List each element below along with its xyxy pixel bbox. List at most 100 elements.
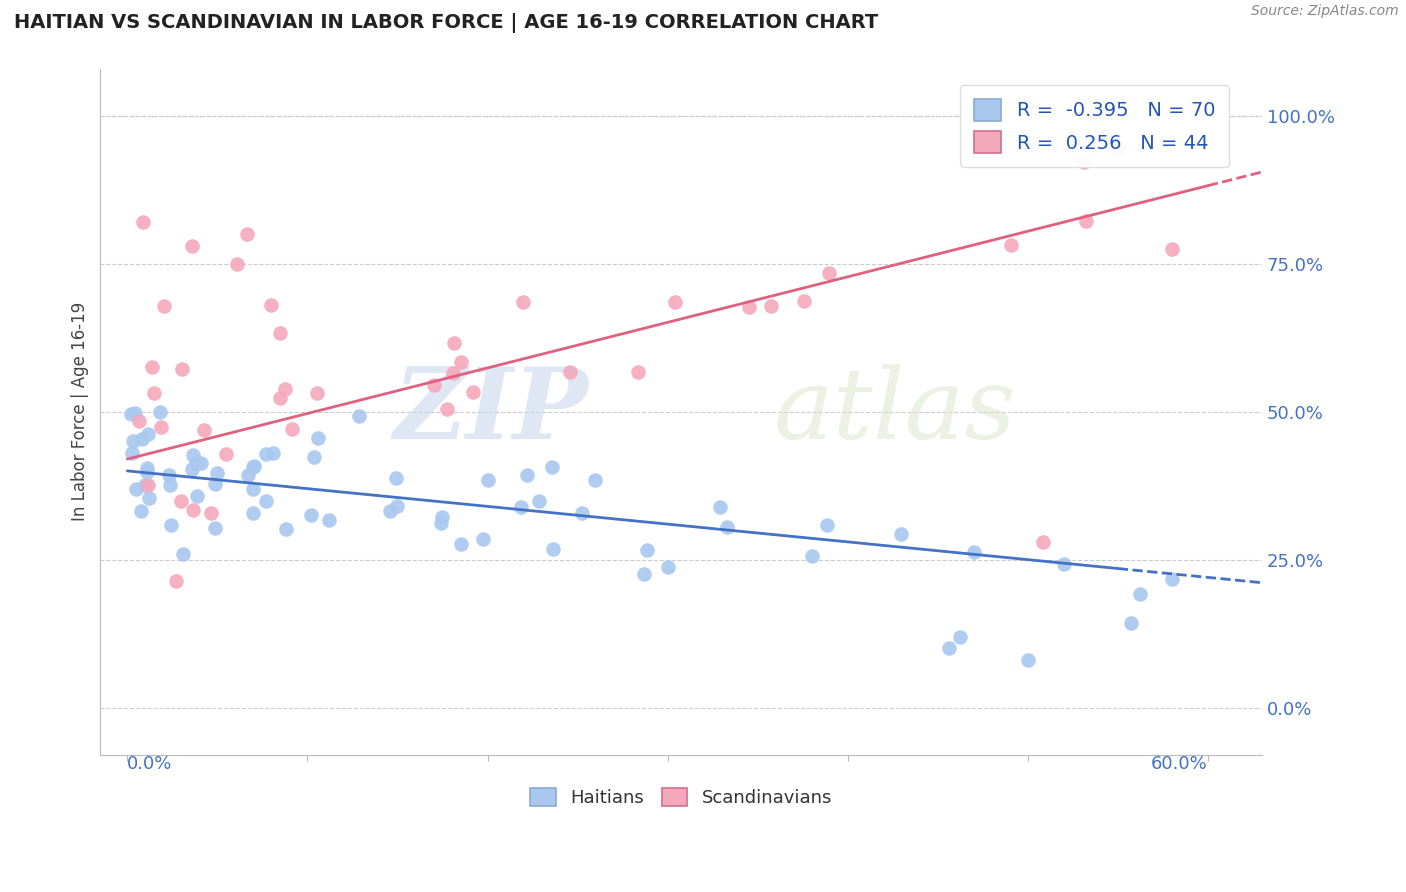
Point: [430, 509, 453, 524]
Point: [138, 491, 160, 505]
Point: [181, 462, 204, 476]
Point: [541, 541, 564, 556]
Point: [430, 516, 453, 530]
Point: [633, 567, 655, 582]
Legend: Haitians, Scandinavians: Haitians, Scandinavians: [523, 780, 839, 814]
Point: [170, 493, 193, 508]
Point: [709, 500, 731, 514]
Point: [818, 266, 841, 280]
Point: [235, 227, 257, 242]
Y-axis label: In Labor Force | Age 16-19: In Labor Force | Age 16-19: [72, 302, 89, 521]
Point: [627, 365, 650, 379]
Point: [1160, 242, 1182, 256]
Text: HAITIAN VS SCANDINAVIAN IN LABOR FORCE | AGE 16-19 CORRELATION CHART: HAITIAN VS SCANDINAVIAN IN LABOR FORCE |…: [14, 13, 879, 33]
Point: [1129, 587, 1152, 601]
Point: [242, 506, 264, 520]
Point: [510, 500, 533, 514]
Text: 0.0%: 0.0%: [128, 755, 173, 772]
Point: [815, 517, 838, 532]
Point: [387, 499, 409, 513]
Point: [477, 473, 499, 487]
Point: [269, 391, 291, 405]
Point: [124, 406, 146, 420]
Point: [1160, 572, 1182, 586]
Point: [281, 422, 304, 436]
Point: [207, 466, 229, 480]
Point: [131, 504, 153, 518]
Point: [737, 300, 759, 314]
Point: [136, 426, 159, 441]
Point: [423, 378, 446, 392]
Text: Source: ZipAtlas.com: Source: ZipAtlas.com: [1251, 4, 1399, 19]
Point: [215, 446, 238, 460]
Point: [269, 326, 291, 341]
Point: [759, 299, 782, 313]
Point: [262, 446, 284, 460]
Text: ZIP: ZIP: [394, 363, 588, 460]
Point: [149, 404, 172, 418]
Point: [186, 489, 208, 503]
Point: [121, 446, 143, 460]
Point: [450, 355, 472, 369]
Point: [463, 384, 485, 399]
Point: [132, 215, 155, 229]
Point: [193, 423, 215, 437]
Point: [1000, 238, 1022, 252]
Point: [204, 521, 226, 535]
Point: [657, 559, 679, 574]
Point: [793, 293, 815, 308]
Point: [159, 478, 181, 492]
Point: [128, 414, 150, 428]
Point: [1073, 154, 1095, 169]
Point: [1083, 109, 1105, 123]
Point: [472, 532, 495, 546]
Point: [1053, 557, 1076, 571]
Point: [441, 366, 464, 380]
Point: [436, 401, 458, 416]
Point: [120, 407, 142, 421]
Point: [204, 477, 226, 491]
Point: [150, 420, 173, 434]
Text: 60.0%: 60.0%: [1152, 755, 1208, 772]
Point: [516, 468, 538, 483]
Point: [347, 409, 370, 423]
Point: [243, 458, 266, 473]
Point: [141, 360, 163, 375]
Point: [1107, 143, 1129, 157]
Point: [512, 294, 534, 309]
Point: [380, 504, 402, 518]
Point: [172, 547, 194, 561]
Point: [963, 544, 986, 558]
Point: [949, 630, 972, 644]
Point: [125, 482, 148, 496]
Point: [159, 518, 181, 533]
Point: [307, 386, 329, 401]
Point: [190, 456, 212, 470]
Point: [274, 382, 297, 396]
Point: [181, 239, 204, 253]
Point: [122, 434, 145, 449]
Point: [304, 450, 326, 464]
Point: [385, 471, 408, 485]
Point: [242, 482, 264, 496]
Point: [1031, 534, 1053, 549]
Point: [307, 431, 329, 445]
Point: [890, 527, 912, 541]
Point: [318, 513, 340, 527]
Point: [136, 461, 159, 475]
Point: [254, 447, 277, 461]
Point: [242, 460, 264, 475]
Point: [1074, 214, 1097, 228]
Point: [181, 448, 204, 462]
Point: [636, 542, 658, 557]
Point: [226, 257, 249, 271]
Point: [716, 519, 738, 533]
Text: atlas: atlas: [775, 364, 1017, 459]
Point: [529, 494, 551, 508]
Point: [1119, 615, 1142, 630]
Point: [157, 468, 180, 483]
Point: [254, 494, 277, 508]
Point: [260, 298, 283, 312]
Point: [134, 478, 156, 492]
Point: [138, 478, 160, 492]
